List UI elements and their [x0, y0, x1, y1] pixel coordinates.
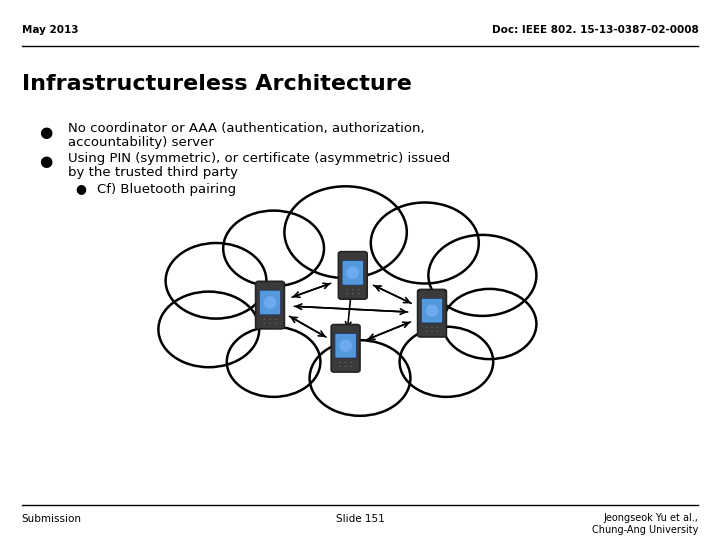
Circle shape	[339, 362, 341, 363]
Ellipse shape	[426, 305, 438, 317]
Circle shape	[437, 330, 438, 332]
Circle shape	[284, 186, 407, 278]
FancyBboxPatch shape	[335, 333, 356, 358]
Circle shape	[264, 319, 265, 320]
Text: Infrastructureless Architecture: Infrastructureless Architecture	[22, 73, 411, 94]
Circle shape	[426, 330, 427, 332]
Text: Using PIN (symmetric), or certificate (asymmetric) issued: Using PIN (symmetric), or certificate (a…	[68, 152, 451, 165]
Circle shape	[339, 366, 341, 367]
FancyBboxPatch shape	[421, 298, 443, 323]
Circle shape	[351, 366, 352, 367]
Text: Doc: IEEE 802. 15-13-0387-02-0008: Doc: IEEE 802. 15-13-0387-02-0008	[492, 25, 698, 35]
Text: No coordinator or AAA (authentication, authorization,: No coordinator or AAA (authentication, a…	[68, 122, 425, 135]
Circle shape	[431, 327, 433, 328]
Circle shape	[358, 293, 359, 294]
FancyBboxPatch shape	[338, 252, 367, 299]
Text: Jeongseok Yu et al.,
Chung-Ang University: Jeongseok Yu et al., Chung-Ang Universit…	[592, 513, 698, 535]
Circle shape	[158, 292, 259, 367]
Ellipse shape	[194, 224, 511, 386]
Circle shape	[428, 235, 536, 316]
Text: May 2013: May 2013	[22, 25, 78, 35]
Circle shape	[352, 293, 354, 294]
Circle shape	[443, 289, 536, 359]
Text: Slide 151: Slide 151	[336, 515, 384, 524]
FancyBboxPatch shape	[256, 281, 284, 329]
Text: ●: ●	[40, 125, 53, 140]
FancyBboxPatch shape	[342, 260, 364, 285]
Text: ●: ●	[76, 183, 86, 195]
Circle shape	[437, 327, 438, 328]
Circle shape	[345, 366, 346, 367]
Circle shape	[269, 319, 271, 320]
Circle shape	[264, 322, 265, 324]
Circle shape	[310, 340, 410, 416]
Text: ●: ●	[40, 154, 53, 170]
Text: Submission: Submission	[22, 515, 81, 524]
Circle shape	[351, 362, 352, 363]
Text: by the trusted third party: by the trusted third party	[68, 166, 238, 179]
Ellipse shape	[264, 296, 276, 309]
Circle shape	[426, 327, 427, 328]
Text: Cf) Bluetooth pairing: Cf) Bluetooth pairing	[97, 183, 236, 195]
Circle shape	[275, 319, 276, 320]
Circle shape	[166, 243, 266, 319]
FancyBboxPatch shape	[259, 290, 281, 315]
Circle shape	[358, 289, 359, 291]
Circle shape	[227, 327, 320, 397]
Text: accountability) server: accountability) server	[68, 136, 215, 149]
Circle shape	[223, 211, 324, 286]
Circle shape	[269, 322, 271, 324]
Circle shape	[431, 330, 433, 332]
Circle shape	[275, 322, 276, 324]
Ellipse shape	[346, 267, 359, 279]
Circle shape	[346, 293, 348, 294]
Ellipse shape	[339, 340, 352, 352]
Circle shape	[352, 289, 354, 291]
Circle shape	[346, 289, 348, 291]
FancyBboxPatch shape	[331, 325, 360, 372]
Circle shape	[345, 362, 346, 363]
FancyBboxPatch shape	[418, 289, 446, 337]
Circle shape	[400, 327, 493, 397]
Circle shape	[371, 202, 479, 284]
